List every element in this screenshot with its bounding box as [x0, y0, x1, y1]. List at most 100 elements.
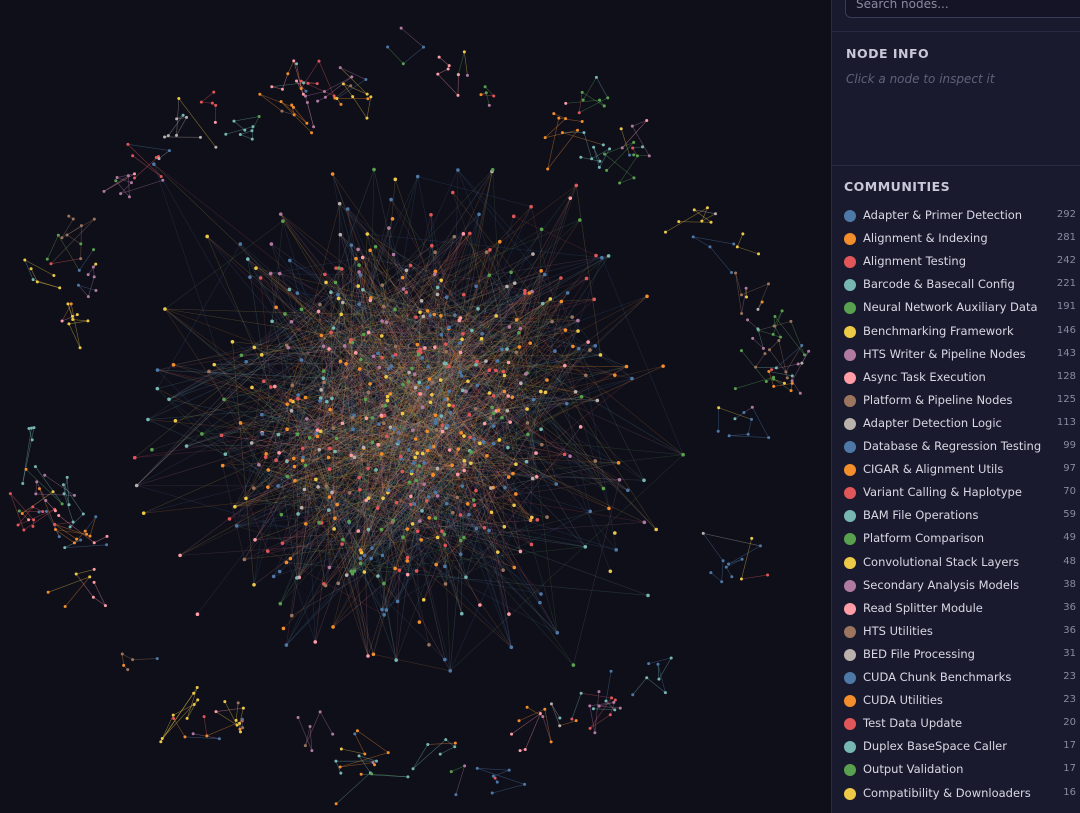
node[interactable] [435, 285, 440, 290]
node[interactable] [339, 771, 343, 775]
node[interactable] [338, 765, 342, 769]
node[interactable] [126, 174, 130, 178]
node[interactable] [518, 549, 523, 554]
node[interactable] [576, 329, 580, 333]
community-row[interactable]: Adapter Detection Logic 113 [844, 414, 1076, 434]
node[interactable] [756, 327, 760, 331]
node[interactable] [354, 256, 358, 261]
node[interactable] [364, 78, 368, 82]
node[interactable] [200, 432, 204, 436]
node[interactable] [517, 719, 521, 723]
node[interactable] [502, 524, 507, 529]
node[interactable] [238, 421, 243, 425]
node[interactable] [614, 548, 619, 552]
node[interactable] [443, 397, 447, 402]
node[interactable] [518, 326, 523, 331]
node[interactable] [479, 336, 484, 341]
node[interactable] [523, 288, 527, 293]
node[interactable] [764, 379, 768, 383]
node[interactable] [214, 145, 218, 149]
node[interactable] [613, 373, 617, 377]
node[interactable] [417, 519, 422, 523]
community-row[interactable]: Read Splitter Module 36 [844, 599, 1076, 619]
node[interactable] [67, 322, 71, 326]
node[interactable] [440, 529, 444, 534]
node[interactable] [88, 534, 92, 538]
node[interactable] [570, 315, 574, 319]
node[interactable] [501, 369, 506, 374]
node[interactable] [420, 405, 425, 410]
node[interactable] [391, 354, 395, 358]
node[interactable] [496, 408, 501, 413]
node[interactable] [412, 372, 417, 377]
node[interactable] [462, 50, 466, 54]
node[interactable] [305, 121, 309, 125]
node[interactable] [414, 478, 419, 483]
node[interactable] [32, 518, 36, 522]
node[interactable] [502, 389, 507, 394]
node[interactable] [163, 307, 167, 311]
node[interactable] [535, 518, 540, 522]
node[interactable] [171, 363, 176, 367]
node[interactable] [512, 503, 516, 508]
node[interactable] [254, 266, 258, 270]
node[interactable] [772, 384, 776, 388]
node[interactable] [345, 207, 350, 211]
node[interactable] [417, 620, 422, 624]
node[interactable] [529, 204, 533, 209]
node[interactable] [380, 404, 385, 408]
node[interactable] [299, 87, 303, 91]
node[interactable] [217, 737, 221, 741]
node[interactable] [394, 500, 399, 505]
node[interactable] [507, 612, 511, 616]
node[interactable] [265, 549, 270, 553]
node[interactable] [430, 392, 434, 397]
node[interactable] [244, 496, 248, 501]
node[interactable] [361, 332, 366, 337]
node[interactable] [361, 445, 366, 450]
node[interactable] [349, 84, 353, 88]
node[interactable] [539, 389, 543, 394]
node[interactable] [421, 597, 426, 602]
node[interactable] [290, 383, 295, 388]
node[interactable] [440, 429, 445, 434]
node[interactable] [579, 155, 583, 159]
node[interactable] [75, 313, 79, 317]
node[interactable] [790, 374, 794, 378]
node[interactable] [44, 499, 48, 503]
node[interactable] [449, 770, 453, 774]
node[interactable] [545, 378, 549, 382]
node[interactable] [337, 266, 341, 270]
node[interactable] [554, 482, 559, 486]
node[interactable] [329, 330, 333, 335]
node[interactable] [427, 643, 431, 647]
node[interactable] [92, 217, 96, 221]
node[interactable] [366, 97, 370, 101]
node[interactable] [425, 448, 430, 453]
node[interactable] [546, 167, 550, 171]
node[interactable] [316, 99, 320, 103]
node[interactable] [376, 574, 380, 578]
community-row[interactable]: CUDA Utilities 23 [844, 691, 1076, 711]
node[interactable] [784, 370, 788, 374]
node[interactable] [92, 275, 96, 279]
node[interactable] [319, 388, 323, 392]
node[interactable] [238, 721, 242, 725]
node[interactable] [340, 542, 344, 546]
node[interactable] [472, 503, 477, 508]
node[interactable] [482, 421, 487, 426]
node[interactable] [173, 418, 178, 423]
node[interactable] [379, 413, 384, 418]
node[interactable] [525, 407, 529, 411]
node[interactable] [430, 380, 435, 384]
node[interactable] [285, 427, 289, 431]
node[interactable] [358, 273, 363, 277]
node[interactable] [264, 452, 268, 456]
node[interactable] [177, 96, 181, 100]
node[interactable] [57, 535, 61, 539]
node[interactable] [317, 59, 321, 63]
node[interactable] [586, 340, 590, 344]
node[interactable] [528, 518, 533, 523]
node[interactable] [557, 116, 561, 120]
node[interactable] [393, 307, 397, 312]
